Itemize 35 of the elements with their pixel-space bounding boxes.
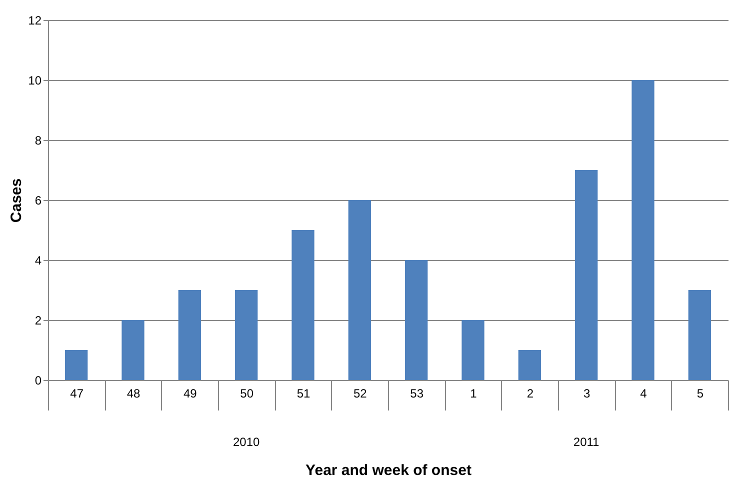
x-tick-label: 1 (470, 386, 478, 400)
bar (575, 170, 598, 380)
text: 2011 (573, 435, 600, 449)
y-tick-label: 8 (34, 134, 42, 148)
y-tick-label: 10 (28, 74, 42, 88)
bar (65, 350, 88, 380)
bar (178, 290, 201, 380)
y-tick-label: 2 (34, 314, 42, 328)
bar (235, 290, 258, 380)
bar (122, 320, 144, 380)
bar (462, 320, 484, 380)
y-tick-label: 0 (34, 374, 42, 388)
x-tick-label: 52 (353, 386, 368, 400)
x-axis-title: Year and week of onset (306, 462, 472, 479)
x-tick-label: 4 (640, 386, 648, 400)
x-tick-label: 53 (410, 386, 424, 400)
bar (518, 350, 541, 380)
bar (688, 290, 711, 380)
text: 2010 (232, 435, 260, 449)
y-tick-label: 4 (34, 254, 42, 268)
x-tick-label: 50 (240, 386, 254, 400)
y-tick-label: 12 (28, 14, 42, 28)
x-tick-label: 51 (296, 386, 310, 400)
bar (348, 200, 371, 380)
x-tick-label: 49 (183, 386, 198, 400)
bar (405, 260, 428, 380)
x-tick-label: 48 (126, 386, 140, 400)
x-tick-label: 3 (583, 386, 590, 400)
x-tick-label: 47 (70, 386, 84, 400)
x-tick-label: 5 (696, 386, 704, 400)
bar (632, 80, 654, 380)
bar (292, 230, 314, 380)
y-tick-label: 6 (34, 194, 42, 208)
x-tick-label: 2 (526, 386, 534, 400)
y-axis-title: Cases (8, 178, 26, 223)
